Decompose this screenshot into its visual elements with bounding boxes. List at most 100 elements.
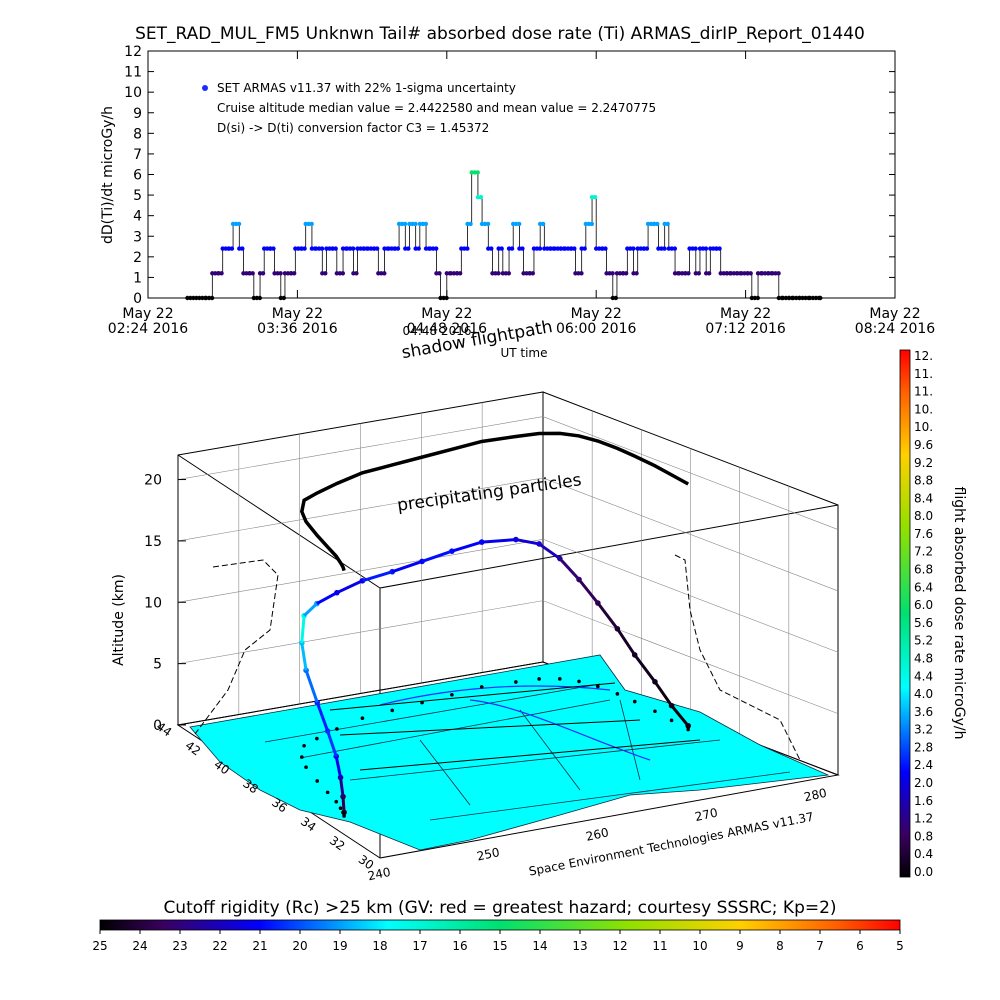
dose-rate-point [475, 170, 480, 175]
dose-rate-colorbar-tick: 9.2 [914, 456, 933, 470]
latitude-tick-label: 34 [298, 814, 319, 834]
dose-rate-colorbar-tick: 2.0 [914, 776, 933, 790]
ut-time-label: UT time [500, 346, 547, 360]
dose-rate-point [250, 271, 255, 276]
flightpath [299, 536, 691, 816]
ground-track-point [325, 790, 330, 795]
altitude-tick-label: 20 [144, 473, 162, 489]
dose-rate-point [457, 271, 463, 276]
dose-rate-point [374, 246, 380, 251]
dose-rate-colorbar-tick: 7.6 [914, 527, 933, 541]
dose-rate-point [696, 271, 701, 276]
longitude-tick-label: 270 [694, 806, 719, 824]
ground-track-point [315, 779, 320, 783]
flightpath-segment [326, 730, 338, 757]
dose-rate-point [468, 221, 473, 227]
dose-rate-point [613, 295, 618, 301]
dose-rate-point [603, 246, 608, 251]
flightpath-segment [538, 542, 561, 560]
dose-rate-point [478, 194, 484, 200]
dose-rate-colorbar-tick: 5.6 [914, 616, 933, 630]
dose-rate-point [631, 246, 636, 251]
dose-rate-point [402, 221, 408, 227]
y-tick-label: 0 [133, 291, 142, 307]
flightpath-segment [577, 578, 600, 604]
ground-track-point [632, 699, 637, 704]
cutoff-rigidity-tick-label: 13 [572, 939, 587, 953]
cutoff-rigidity-tick-label: 23 [172, 939, 187, 953]
dose-rate-point [644, 246, 650, 251]
dose-rate-point [506, 271, 512, 276]
ground-track-point [686, 727, 690, 732]
dose-rate-point [406, 246, 411, 251]
cutoff-rigidity-tick-label: 12 [612, 939, 627, 953]
y-tick-label: 11 [124, 65, 142, 81]
cutoff-rigidity-tick-label: 14 [532, 939, 547, 953]
dose-rate-point [499, 246, 504, 251]
flightpath-segment [300, 642, 308, 671]
ground-track-point [420, 700, 424, 705]
dose-rate-point [354, 271, 359, 276]
dose-rate-point [572, 246, 577, 251]
cutoff-rigidity-tick-label: 6 [856, 939, 864, 953]
dose-rate-colorbar-tick: 3.6 [914, 705, 933, 719]
y-tick-label: 1 [133, 270, 142, 286]
annotation-conversion-factor: D(si) -> D(ti) conversion factor C3 = 1.… [217, 121, 489, 135]
ground-track-point [304, 765, 308, 770]
dose-rate-colorbar-tick: 6.4 [914, 580, 933, 594]
cutoff-rigidity-tick-label: 10 [692, 939, 707, 953]
flightpath-segment [339, 777, 345, 797]
cutoff-rigidity-colorbar: Cutoff rigidity (Rc) >25 km (GV: red = g… [92, 898, 903, 953]
dose-rate-colorbar-tick: 12. [914, 349, 933, 363]
y-tick-label: 8 [133, 126, 142, 142]
ground-track-point [537, 677, 541, 681]
dose-rate-colorbar-tick: 4.4 [914, 669, 933, 683]
dose-rate-colorbar-tick: 10. [914, 402, 933, 416]
dose-rate-colorbar-bar [899, 349, 911, 878]
dose-rate-colorbar-tick: 5.2 [914, 634, 933, 648]
dose-rate-point [672, 246, 678, 251]
y-tick-label: 12 [124, 44, 142, 60]
flightpath-segment [633, 654, 657, 683]
altitude-axis-label: Altitude (km) [111, 574, 127, 666]
dose-rate-point [240, 246, 245, 251]
longitude-tick-label: 250 [476, 845, 501, 863]
dose-rate-point [520, 246, 525, 251]
dose-rate-point [333, 246, 338, 251]
ground-track-point [669, 718, 674, 723]
flightpath-segment [481, 538, 516, 544]
y-tick-label: 2 [133, 250, 142, 266]
flightpath-segment [616, 627, 636, 656]
flightpath-segment [334, 756, 343, 778]
longitude-tick-label: 280 [803, 786, 828, 804]
cutoff-rigidity-tick-label: 16 [452, 939, 467, 953]
dose-rate-colorbar-tick: 8.4 [914, 491, 933, 505]
dose-rate-point [610, 271, 615, 276]
altitude-axis: 0 5 10 15 20 [144, 473, 186, 734]
x-tick-time: 06:00 2016 [556, 321, 637, 337]
top-y-axis-label: dD(Ti)/dt microGy/h [100, 106, 116, 244]
dose-rate-colorbar-tick: 2.8 [914, 740, 933, 754]
y-tick-label: 7 [133, 147, 142, 163]
cutoff-rigidity-tick-label: 11 [652, 939, 667, 953]
dose-rate-point [423, 221, 429, 227]
dose-rate-point [686, 271, 691, 276]
flightpath-segment [361, 570, 393, 583]
dose-rate-point [209, 295, 215, 301]
x-tick-date: May 22 [571, 306, 622, 322]
dose-rate-point [271, 246, 276, 251]
ground-track-point [615, 692, 620, 696]
y-tick-label: 10 [124, 85, 142, 101]
annotation-cruise-median: Cruise altitude median value = 2.4422580… [217, 101, 656, 115]
dose-rate-colorbar-tick: 3.2 [914, 723, 933, 737]
dose-rate-point [236, 221, 242, 227]
dose-rate-colorbar-tick: 4.0 [914, 687, 933, 701]
dose-rate-point [395, 246, 401, 251]
dose-rate-point [776, 271, 781, 276]
dose-rate-point [281, 295, 286, 301]
dose-rate-point [257, 295, 263, 301]
dose-rate-colorbar-tick: 11. [914, 367, 933, 381]
cutoff-rigidity-tick-label: 8 [776, 939, 784, 953]
cutoff-dashed-lines [194, 554, 801, 761]
